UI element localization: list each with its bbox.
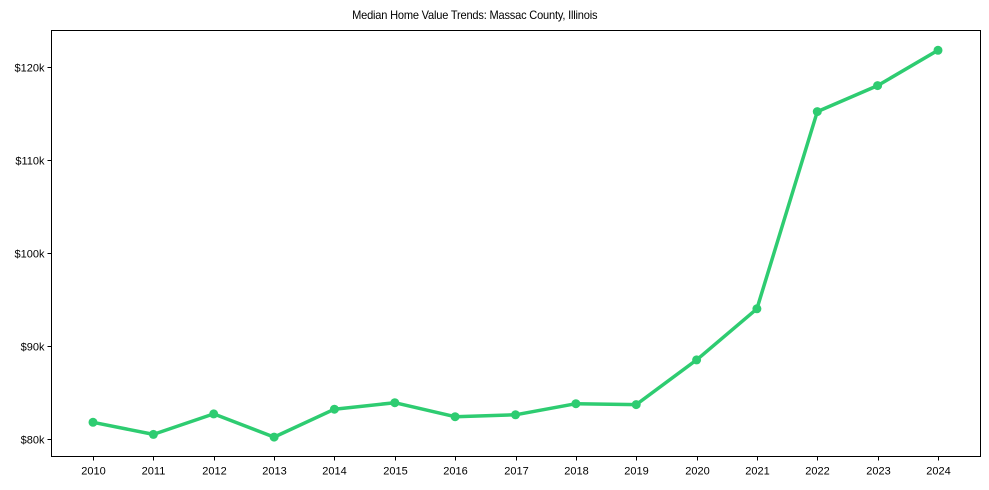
data-point-marker [692,355,702,365]
series-layer [88,45,943,442]
plot-frame [51,30,981,457]
x-tick-label: 2018 [564,466,588,478]
data-point-marker [812,107,822,117]
y-tick-label: $120k [15,63,45,75]
data-point-marker [631,400,641,410]
data-point-marker [88,417,98,427]
x-tick-label: 2024 [926,466,950,478]
x-axis: 2010 2011 2012 2013 2014 2015 2016 2017 2018 2019… [81,456,951,478]
x-tick-label: 2022 [805,466,829,478]
x-tick-label: 2014 [322,466,346,478]
data-point-marker [933,45,943,55]
x-tick-label: 2011 [142,466,166,478]
x-tick-label: 2010 [81,466,105,478]
data-point-marker [571,399,581,409]
data-point-marker [873,81,883,91]
y-tick-label: $80k [21,435,45,447]
x-tick-label: 2016 [443,466,467,478]
y-tick-label: $90k [21,342,45,354]
chart-title: Median Home Value Trends: Massac County,… [352,8,598,22]
data-point-marker [148,429,158,439]
x-tick-label: 2015 [383,466,407,478]
x-tick-label: 2017 [504,466,528,478]
y-axis: $80k $90k $100k $110k $120k [15,63,52,447]
y-tick-label: $100k [15,249,45,261]
x-tick-label: 2012 [202,466,226,478]
data-point-marker [390,398,400,408]
data-point-marker [209,409,219,419]
x-tick-label: 2021 [745,466,769,478]
x-tick-label: 2013 [262,466,286,478]
x-tick-label: 2020 [685,466,709,478]
series-line [91,48,940,439]
data-point-marker [450,412,460,422]
y-tick-label: $110k [15,156,45,168]
data-point-marker [752,304,762,314]
data-point-marker [269,432,279,442]
data-point-marker [511,410,520,420]
data-point-marker [329,404,339,414]
x-tick-label: 2019 [624,466,648,478]
x-tick-label: 2023 [866,466,890,478]
